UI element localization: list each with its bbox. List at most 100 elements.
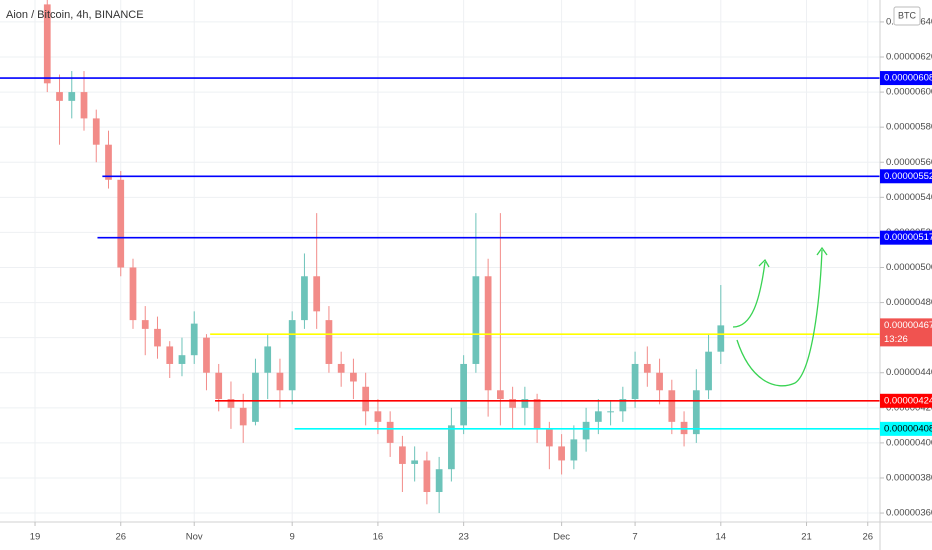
level-label-box — [880, 169, 932, 184]
candle-body — [301, 276, 308, 321]
candle-body — [680, 421, 688, 435]
candle-body — [264, 346, 272, 373]
candle-body — [288, 320, 296, 391]
candle-body — [668, 390, 676, 422]
chart-title: Aion / Bitcoin, 4h, BINANCE — [6, 9, 144, 21]
candle-body — [607, 411, 614, 413]
arrow-head — [816, 246, 828, 256]
y-tick-label: 0.00000420 — [886, 402, 932, 413]
candle-body — [386, 421, 394, 443]
currency-label[interactable]: BTC — [898, 10, 917, 20]
level-label: 0.00000552 — [884, 171, 932, 182]
candle-body — [656, 372, 663, 391]
candle-body — [80, 92, 88, 119]
y-tick-label: 0.00000360 — [886, 508, 932, 519]
x-tick-label: 19 — [30, 532, 41, 543]
candle-body — [325, 320, 333, 364]
candle-body — [570, 439, 578, 461]
candle-body — [692, 390, 700, 435]
candle-body — [484, 276, 492, 391]
projection-arrow — [732, 261, 766, 328]
candle-body — [594, 411, 602, 422]
y-tick-label: 0.00000580 — [886, 122, 932, 133]
candle-body — [129, 267, 137, 321]
x-tick-label: 16 — [373, 532, 384, 543]
x-tick-label: Dec — [553, 532, 570, 543]
candle-body — [399, 446, 406, 464]
countdown: 13:26 — [884, 334, 908, 345]
level-label-box — [880, 393, 932, 408]
candle-body — [533, 399, 541, 429]
candle-body — [227, 399, 235, 408]
candle-body — [190, 323, 198, 356]
level-label: 0.00000408 — [884, 423, 932, 434]
candle-body — [509, 399, 516, 408]
x-tick-label: 26 — [115, 532, 126, 543]
candle-body — [631, 363, 639, 400]
y-tick-label: 0.00000540 — [886, 192, 932, 203]
candle-body — [117, 179, 125, 268]
grid — [0, 0, 880, 522]
x-tick-label: 23 — [458, 532, 469, 543]
candle-body — [252, 372, 259, 422]
candle-body — [92, 118, 100, 145]
x-tick-label: 21 — [801, 532, 812, 543]
candle-body — [460, 363, 468, 426]
y-tick-label: 0.00000500 — [886, 262, 932, 273]
candle-body — [239, 407, 247, 426]
x-tick-label: 26 — [862, 532, 873, 543]
candle-body — [545, 428, 553, 447]
candle-body — [350, 372, 357, 382]
level-label: 0.00000608 — [884, 73, 932, 84]
last-price-label: 0.00000467 — [884, 320, 932, 331]
y-tick-label: 0.00000560 — [886, 157, 932, 168]
candle-body — [43, 4, 51, 84]
candle-body — [276, 372, 284, 391]
y-tick-label: 0.00000400 — [886, 437, 932, 448]
candle-body — [56, 92, 63, 101]
candle-body — [154, 328, 161, 347]
x-tick-label: 14 — [716, 532, 727, 543]
level-label: 0.00000517 — [884, 232, 932, 243]
candle-body — [423, 460, 431, 493]
candle-body — [411, 460, 419, 464]
candle-body — [497, 390, 504, 400]
x-tick-label: 7 — [632, 532, 637, 543]
level-label: 0.00000424 — [884, 395, 932, 406]
candle-body — [313, 276, 321, 312]
projection-arrow — [736, 249, 823, 387]
candle-body — [68, 92, 76, 101]
y-tick-label: 0.00000600 — [886, 87, 932, 98]
candle-body — [362, 386, 370, 412]
last-price-box — [880, 318, 932, 347]
candle-body — [558, 446, 565, 461]
x-tick-label: Nov — [186, 532, 203, 543]
level-label-box — [880, 71, 932, 86]
x-tick-label: 9 — [290, 532, 295, 543]
candle-body — [105, 144, 112, 180]
candle-body — [521, 399, 529, 408]
candle-body — [215, 372, 223, 400]
candle-body — [619, 399, 627, 412]
candle-body — [448, 425, 455, 470]
axes: 0.00000360 0.00000380 0.00000400 0.00000420… — [30, 16, 932, 543]
candle-body — [717, 325, 725, 352]
currency-badge[interactable] — [893, 6, 921, 26]
candle-body — [166, 346, 174, 364]
candle-body — [203, 337, 210, 373]
arrow-head — [758, 258, 770, 268]
candle-body — [472, 276, 480, 364]
candle-body — [582, 421, 590, 440]
candle-body — [435, 469, 443, 493]
y-tick-label: 0.00000380 — [886, 472, 932, 483]
candle-body — [337, 363, 345, 373]
y-tick-label: 0.00000440 — [886, 367, 932, 378]
level-label-box — [880, 421, 932, 436]
candle-body — [705, 351, 712, 391]
candle-body — [374, 411, 382, 422]
candle-body — [178, 355, 186, 364]
y-tick-label: 0.00000620 — [886, 52, 932, 63]
